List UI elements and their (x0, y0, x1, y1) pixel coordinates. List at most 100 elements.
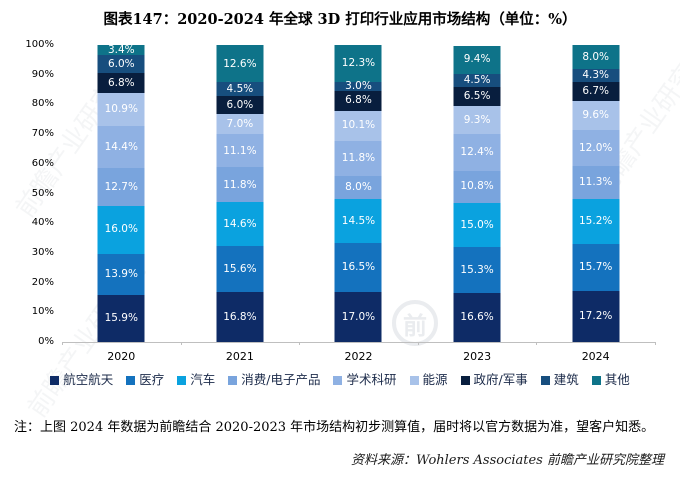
legend-item-政府/军事: 政府/军事 (460, 372, 528, 387)
segment-能源-2023: 9.3% (453, 106, 501, 134)
legend-item-航空航天: 航空航天 (50, 373, 113, 387)
segment-汽车-2022: 14.5% (334, 199, 382, 243)
segment-value-label: 11.1% (223, 144, 257, 157)
x-axis-category-label: 2020 (107, 350, 136, 363)
legend-label: 医疗 (139, 372, 165, 387)
segment-value-label: 13.9% (104, 267, 138, 280)
legend-swatch-icon (50, 375, 60, 385)
segment-消费/电子产品-2024: 11.3% (572, 165, 620, 200)
source-line: 资料来源：Wohlers Associates 前瞻产业研究院整理 (350, 453, 664, 468)
segment-学术科研-2024: 12.0% (572, 129, 620, 166)
segment-航空航天-2021: 16.8% (216, 292, 264, 342)
segment-航空航天-2023: 16.6% (453, 292, 501, 342)
segment-医疗-2022: 16.5% (334, 242, 382, 292)
segment-value-label: 8.0% (582, 50, 610, 63)
legend-label: 建筑 (553, 372, 579, 387)
chart-legend: 航空航天 医疗 汽车 消费/电子产品 学术科研 能源 政府/军事 建筑 其他 (0, 372, 680, 387)
segment-value-label: 14.4% (104, 140, 138, 153)
segment-其他-2022: 12.3% (334, 45, 382, 82)
legend-swatch-icon (540, 375, 550, 385)
legend-swatch-icon (460, 375, 470, 385)
segment-航空航天-2024: 17.2% (572, 290, 620, 342)
segment-value-label: 7.0% (226, 117, 254, 130)
segment-value-label: 12.0% (579, 141, 613, 154)
segment-value-label: 11.8% (223, 178, 257, 191)
segment-消费/电子产品-2020: 12.7% (97, 168, 145, 206)
segment-value-label: 12.6% (223, 57, 257, 70)
bar-slot-2022: 17.0% 16.5% 14.5% 8.0% 11.8% 10.1% 6.8% 3.0% 12.… (299, 45, 418, 342)
segment-value-label: 15.6% (223, 262, 257, 275)
segment-value-label: 4.3% (582, 68, 610, 81)
x-axis-tick-mark (299, 342, 301, 345)
segment-其他-2024: 8.0% (572, 45, 620, 69)
segment-value-label: 15.7% (579, 261, 613, 274)
bar-slot-2023: 16.6% 15.3% 15.0% 10.8% 12.4% 9.3% 6.5% 4.5% 9.4… (418, 45, 537, 342)
y-axis-tick-label: 100% (25, 39, 54, 50)
segment-建筑-2020: 6.0% (97, 55, 145, 73)
legend-item-其他: 其他 (591, 372, 630, 387)
segment-value-label: 12.4% (460, 146, 494, 158)
segment-学术科研-2021: 11.1% (216, 134, 264, 168)
segment-汽车-2020: 16.0% (97, 205, 145, 254)
stacked-bar-2021: 16.8% 15.6% 14.6% 11.8% 11.1% 7.0% 6.0% 4.5% 12.… (216, 45, 264, 342)
segment-value-label: 6.8% (107, 76, 135, 89)
segment-能源-2022: 10.1% (334, 110, 382, 141)
y-axis-tick-label: 50% (31, 187, 54, 199)
segment-能源-2021: 7.0% (216, 113, 264, 135)
segment-value-label: 6.7% (582, 85, 610, 98)
legend-item-医疗: 医疗 (126, 372, 165, 387)
legend-label: 能源 (422, 372, 448, 387)
x-axis-category-label: 2023 (463, 350, 492, 363)
legend-label: 消费/电子产品 (241, 372, 321, 387)
segment-消费/电子产品-2021: 11.8% (216, 167, 264, 203)
x-axis-category-label: 2022 (344, 350, 373, 363)
segment-建筑-2023: 4.5% (453, 73, 501, 87)
segment-学术科研-2022: 11.8% (334, 140, 382, 176)
segment-医疗-2020: 13.9% (97, 253, 145, 295)
y-axis-tick-label: 10% (31, 306, 54, 318)
segment-消费/电子产品-2023: 10.8% (453, 170, 501, 203)
plot-area: 100% 90% 80% 70% 60% 50% 40% 30% 20% 10% 0% 2020 15.… (25, 40, 656, 363)
segment-建筑-2022: 3.0% (334, 79, 382, 92)
legend-item-能源: 能源 (409, 372, 448, 387)
legend-item-学术科研: 学术科研 (333, 373, 397, 387)
legend-swatch-icon (126, 375, 136, 385)
y-axis-tick-label: 40% (31, 217, 54, 229)
segment-value-label: 3.0% (345, 79, 372, 92)
segment-value-label: 15.3% (460, 263, 494, 276)
segment-医疗-2023: 15.3% (453, 247, 501, 293)
y-axis-tick-label: 80% (31, 98, 54, 110)
segment-value-label: 10.1% (341, 119, 376, 132)
x-axis-tick-mark (536, 342, 538, 345)
segment-value-label: 16.0% (104, 223, 138, 236)
segment-value-label: 8.0% (345, 181, 372, 194)
footnote: 注：上图 2024 年数据为前瞻结合 2020-2023 年市场结构初步测算值，… (14, 420, 655, 435)
segment-政府/军事-2021: 6.0% (216, 95, 264, 114)
segment-value-label: 11.8% (341, 151, 376, 164)
legend-swatch-icon (409, 375, 419, 385)
y-axis-tick-label: 70% (31, 128, 54, 140)
legend-swatch-icon (177, 375, 187, 385)
legend-label: 其他 (604, 372, 630, 387)
legend-label: 汽车 (190, 372, 216, 387)
segment-学术科研-2020: 14.4% (97, 125, 145, 169)
x-axis-tick-mark (62, 342, 63, 345)
segment-value-label: 16.5% (341, 260, 376, 273)
segment-其他-2020: 3.4% (97, 45, 145, 56)
stacked-bar-2022: 17.0% 16.5% 14.5% 8.0% 11.8% 10.1% 6.8% 3.0% 12.… (334, 45, 382, 342)
legend-swatch-icon (228, 375, 238, 385)
segment-能源-2020: 10.9% (97, 93, 145, 126)
segment-value-label: 9.6% (582, 109, 610, 122)
bar-slot-2020: 15.9% 13.9% 16.0% 12.7% 14.4% 10.9% 6.8% 6.0% 3.… (62, 45, 181, 342)
segment-value-label: 4.5% (226, 82, 254, 95)
segment-value-label: 6.0% (226, 98, 254, 111)
segment-value-label: 15.9% (104, 312, 138, 325)
segment-学术科研-2023: 12.4% (453, 133, 501, 171)
legend-label: 政府/军事 (473, 372, 528, 387)
stacked-bar-2023: 16.6% 15.3% 15.0% 10.8% 12.4% 9.3% 6.5% 4.5% 9.4… (453, 45, 501, 342)
segment-value-label: 4.5% (463, 74, 491, 86)
segment-value-label: 16.6% (460, 311, 494, 324)
segment-value-label: 17.0% (341, 310, 376, 323)
y-axis-tick-label: 20% (31, 276, 54, 288)
segment-建筑-2021: 4.5% (216, 82, 264, 96)
